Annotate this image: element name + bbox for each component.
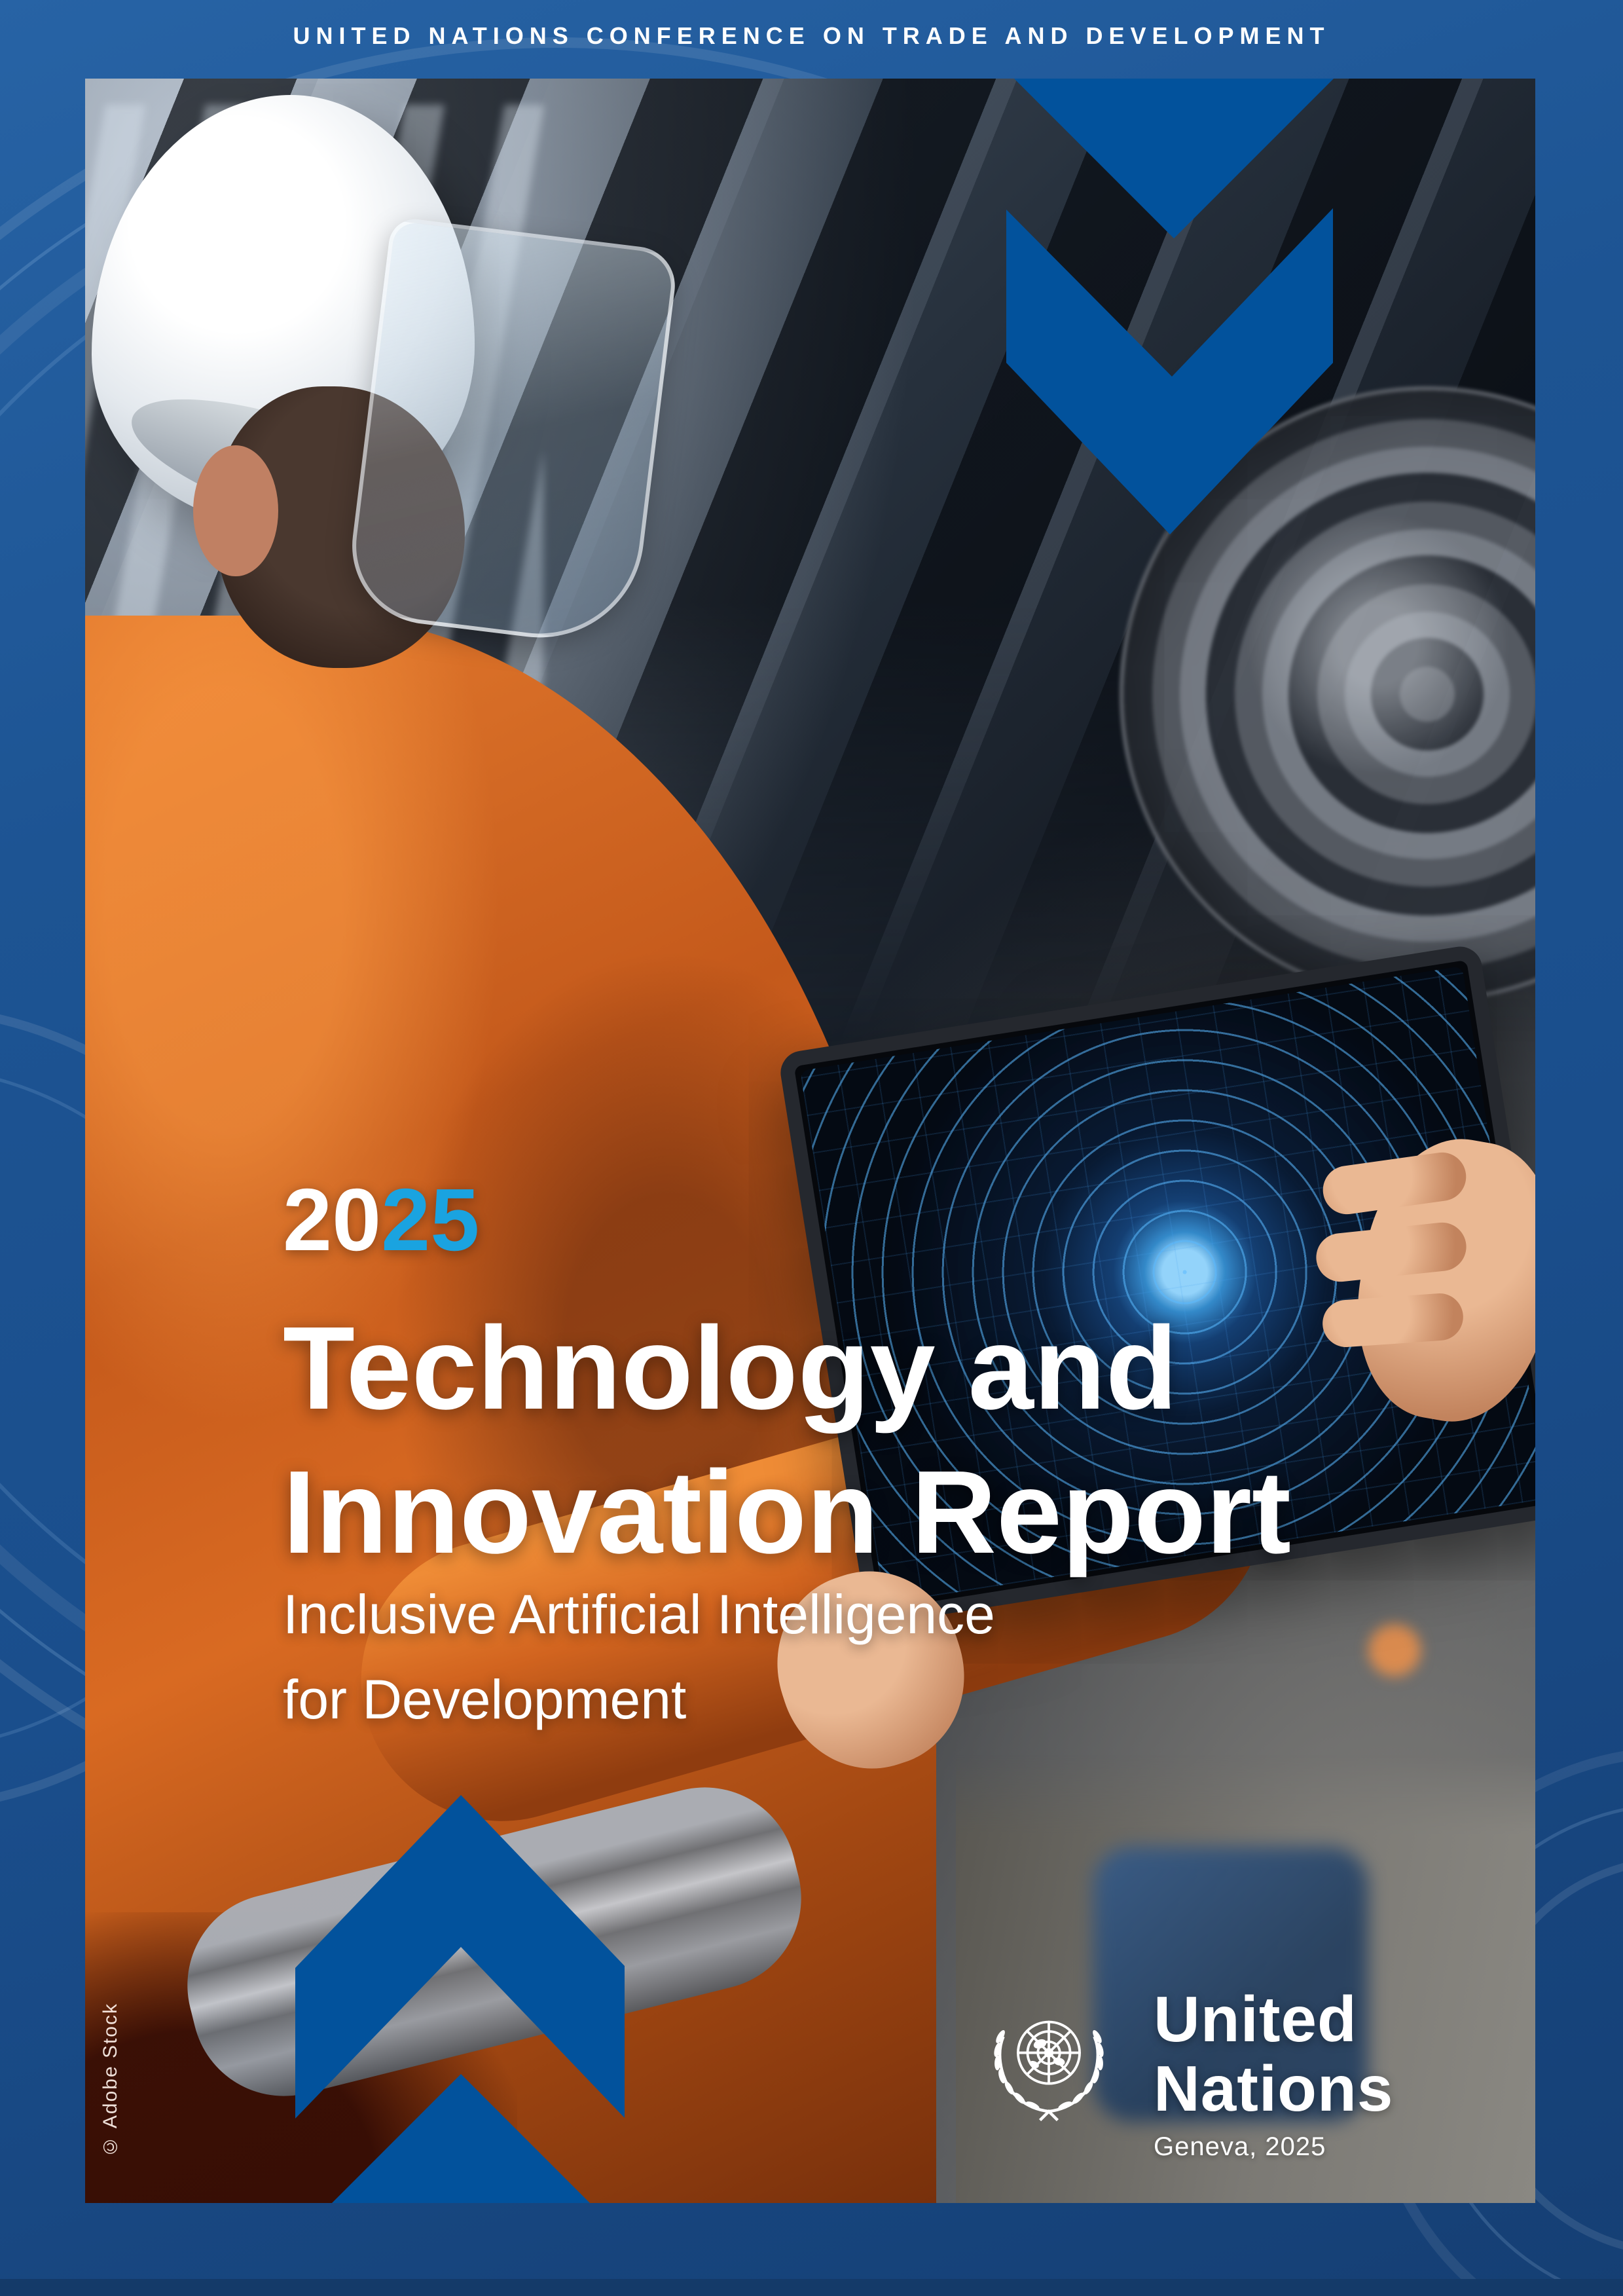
united-nations-lockup: United Nations Geneva, 2025 [976, 1984, 1393, 2162]
footer-strip [0, 2279, 1623, 2296]
bokeh-light [1368, 1624, 1421, 1676]
title-line-2: Innovation Report [283, 1447, 1291, 1578]
chevron-down-upper [1014, 79, 1334, 238]
report-subtitle: Inclusive Artificial Intelligence for De… [283, 1572, 1265, 1742]
year-prefix: 20 [283, 1170, 382, 1269]
title-line-1: Technology and [283, 1303, 1178, 1434]
subtitle-line-1: Inclusive Artificial Intelligence [283, 1583, 995, 1645]
un-name-line-2: Nations [1154, 2052, 1394, 2124]
photo-credit: © Adobe Stock [100, 2003, 121, 2157]
un-wordmark: United Nations Geneva, 2025 [1154, 1984, 1393, 2162]
year-suffix: 25 [381, 1170, 480, 1269]
organization-banner: UNITED NATIONS CONFERENCE ON TRADE AND D… [293, 22, 1330, 49]
report-title: Technology and Innovation Report [283, 1297, 1461, 1585]
report-year: 2025 [283, 1176, 479, 1264]
worker-face-shape [193, 445, 278, 576]
un-name-line-1: United [1154, 1983, 1357, 2055]
publication-place-date: Geneva, 2025 [1154, 2132, 1326, 2161]
chevron-up-partial [332, 2074, 590, 2203]
chevron-down-lower [1006, 208, 1333, 534]
un-emblem-icon [994, 2020, 1104, 2122]
chevron-up-main [295, 1795, 625, 2119]
subtitle-line-2: for Development [283, 1669, 687, 1730]
machinery-shape [1093, 1847, 1368, 2122]
